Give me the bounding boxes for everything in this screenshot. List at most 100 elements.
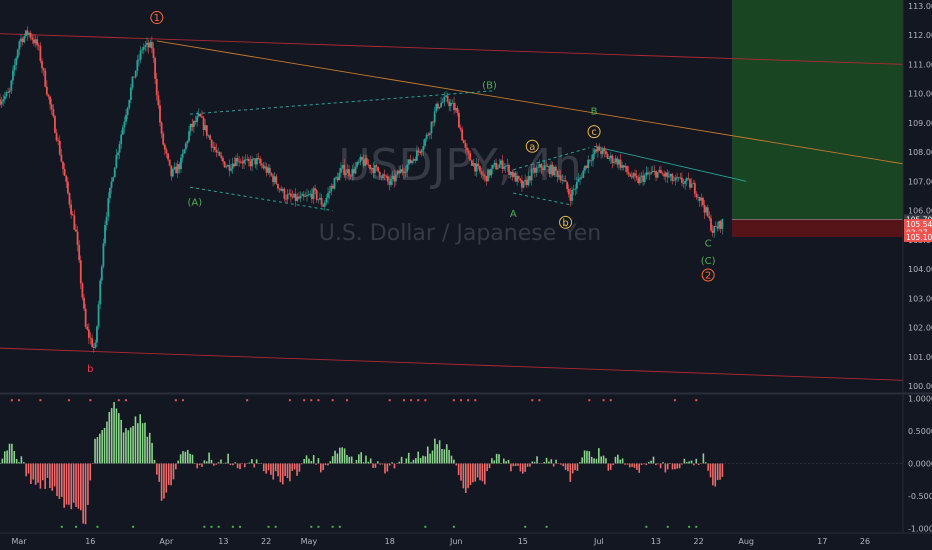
- candle-body: [501, 160, 504, 169]
- candle-body: [719, 221, 722, 229]
- osc-bar: [108, 411, 111, 464]
- candle-body: [564, 180, 567, 182]
- date-tick-label: 22: [694, 537, 704, 546]
- candle-body: [314, 188, 316, 191]
- candle-body: [398, 170, 401, 174]
- candle-body: [73, 215, 76, 230]
- candle-body: [700, 197, 703, 201]
- candle-body: [322, 204, 325, 207]
- osc-bar: [177, 460, 180, 464]
- candle-body: [441, 101, 444, 103]
- candle-body: [411, 160, 413, 164]
- osc-bar: [674, 463, 676, 470]
- candle-body: [614, 158, 617, 163]
- candle-body: [425, 134, 428, 140]
- candle-body: [553, 166, 556, 176]
- osc-bar: [148, 432, 151, 464]
- osc-bar: [571, 463, 574, 474]
- candle-body: [372, 167, 375, 174]
- candle-body: [346, 169, 349, 174]
- osc-bar: [381, 463, 384, 465]
- candle-body: [373, 165, 376, 174]
- candle-body: [91, 338, 94, 347]
- osc-dot-top: [345, 399, 348, 402]
- candle-body: [94, 342, 97, 348]
- candle-body: [459, 127, 462, 130]
- candle-body: [697, 196, 699, 198]
- osc-bar: [350, 456, 353, 464]
- candle-body: [469, 153, 472, 161]
- candle-body: [390, 179, 392, 185]
- osc-bar: [719, 463, 721, 480]
- osc-bar: [146, 436, 149, 464]
- osc-bar: [158, 463, 161, 482]
- candle-body: [551, 164, 554, 176]
- candle-body: [65, 175, 68, 182]
- osc-bar: [369, 458, 372, 464]
- osc-bar: [647, 462, 650, 464]
- osc-bar: [555, 459, 557, 464]
- candle-body: [716, 226, 719, 229]
- candle-body: [474, 163, 476, 172]
- osc-bar: [296, 463, 298, 476]
- candle-body: [509, 171, 512, 175]
- candle-body: [529, 176, 531, 181]
- candle-body: [365, 158, 368, 165]
- candle-body: [370, 167, 373, 170]
- candle-body: [264, 166, 266, 169]
- candle-body: [514, 172, 517, 182]
- osc-bar: [688, 461, 690, 464]
- osc-bar: [624, 463, 626, 465]
- osc-dot-top: [417, 399, 420, 402]
- osc-bar: [141, 423, 144, 464]
- osc-bar: [576, 463, 579, 471]
- osc-bar: [315, 463, 317, 465]
- osc-dot-bottom: [203, 525, 206, 528]
- candle-body: [561, 180, 564, 181]
- candle-body: [543, 165, 546, 170]
- candle-body: [188, 131, 190, 142]
- osc-bar: [517, 463, 519, 466]
- osc-bar: [300, 463, 303, 465]
- osc-dot-top: [410, 399, 413, 402]
- candle-body: [582, 170, 585, 178]
- osc-bar: [179, 454, 182, 464]
- candle-body: [312, 188, 315, 200]
- osc-bar: [203, 460, 206, 464]
- candle-body: [535, 167, 538, 173]
- candle-body: [239, 161, 242, 163]
- osc-bar: [483, 463, 486, 485]
- wave-label-3: (A): [188, 197, 203, 208]
- candle-body: [714, 225, 717, 227]
- candle-body: [301, 194, 304, 196]
- osc-bar: [329, 461, 332, 464]
- candle-body: [378, 171, 381, 177]
- candle-body: [104, 225, 106, 244]
- osc-bar: [474, 463, 477, 482]
- candle-body: [705, 207, 708, 213]
- candle-body: [105, 216, 108, 226]
- candle-body: [383, 174, 386, 176]
- osc-bar: [500, 463, 503, 464]
- candle-body: [435, 103, 438, 112]
- candle-body: [666, 172, 669, 178]
- candle-body: [635, 175, 638, 178]
- candle-body: [66, 181, 69, 194]
- candle-body: [54, 116, 56, 133]
- candle-body: [524, 179, 527, 182]
- wave-label-circle-6: [559, 215, 573, 229]
- osc-bar: [445, 444, 448, 464]
- osc-bar: [281, 463, 284, 485]
- candle-body: [267, 167, 270, 173]
- candle-body: [650, 172, 653, 174]
- candle-body: [62, 161, 64, 169]
- osc-bar: [151, 442, 153, 464]
- osc-bar: [538, 463, 541, 464]
- osc-dot-top: [588, 399, 591, 402]
- osc-bar: [253, 463, 256, 468]
- osc-dot-bottom: [545, 525, 548, 528]
- osc-bar: [289, 463, 291, 482]
- osc-bar: [0, 462, 1, 464]
